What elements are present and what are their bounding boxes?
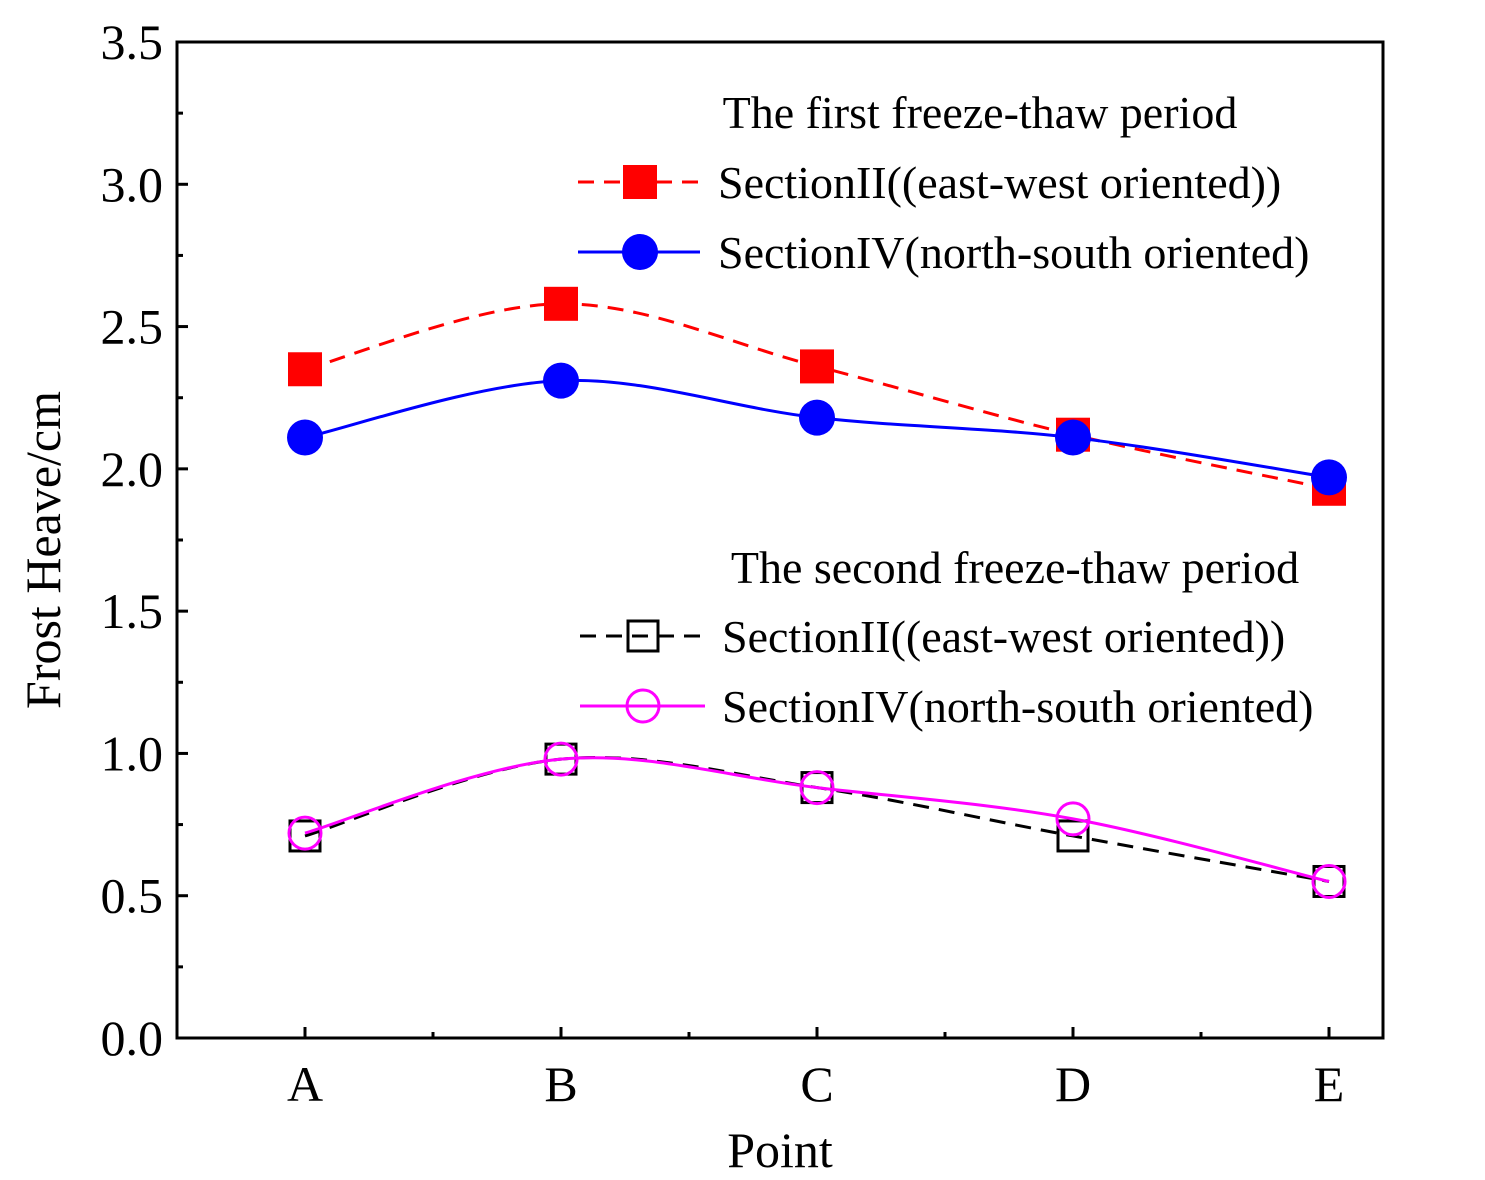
y-tick-label: 2.5: [101, 299, 164, 355]
data-point: [1311, 863, 1347, 899]
x-tick-label: A: [287, 1056, 323, 1112]
legend-label: SectionII((east-west oriented)): [722, 611, 1285, 662]
y-tick-label: 1.0: [101, 725, 164, 781]
series-4: [287, 741, 1347, 899]
data-point: [287, 419, 323, 456]
series-line: [304, 756, 1330, 883]
x-tick-label: D: [1055, 1056, 1091, 1112]
data-point: [1055, 419, 1091, 456]
series-layer: [287, 286, 1347, 899]
y-tick-label: 3.0: [101, 156, 164, 212]
series-2: [287, 362, 1347, 496]
y-tick-label: 0.0: [101, 1010, 164, 1066]
data-point: [287, 815, 323, 851]
legend-label: SectionIV(north-south oriented): [718, 227, 1309, 278]
series-3: [288, 742, 1346, 898]
legend-group-title: The second freeze-thaw period: [731, 542, 1299, 593]
axes-layer: 0.0 0.5 1.0 1.5 2.0 2.5 3.0 3.5 A B C D E: [101, 14, 1345, 1112]
data-point: [799, 399, 835, 436]
legend-label: SectionIV(north-south oriented): [722, 681, 1313, 732]
data-point: [800, 349, 834, 384]
y-axis-title: Frost Heave/cm: [15, 391, 71, 709]
legend-marker: [623, 165, 657, 199]
data-point: [288, 352, 322, 387]
legend-group-1: The first freeze-thaw period SectionII((e…: [578, 87, 1309, 278]
data-point: [799, 770, 835, 806]
x-axis-title: Point: [727, 1122, 833, 1178]
data-point: [1055, 801, 1091, 837]
x-tick-label: B: [544, 1056, 577, 1112]
data-point: [543, 741, 579, 777]
legend-group-2: The second freeze-thaw period SectionII((…: [580, 542, 1313, 732]
data-point: [544, 286, 578, 321]
x-tick-label: E: [1314, 1056, 1345, 1112]
legend-group-title: The first freeze-thaw period: [723, 87, 1238, 138]
legend-marker: [625, 688, 661, 724]
legend-layer: The first freeze-thaw period SectionII((e…: [578, 87, 1313, 732]
legend-label: SectionII((east-west oriented)): [718, 157, 1281, 208]
y-tick-label: 2.0: [101, 441, 164, 497]
data-point: [1056, 819, 1090, 853]
legend-marker: [622, 234, 658, 270]
series-1: [288, 286, 1346, 506]
y-tick-label: 0.5: [101, 868, 164, 924]
legend-marker: [626, 619, 660, 653]
y-tick-label: 3.5: [101, 14, 164, 70]
data-point: [543, 362, 579, 399]
x-tick-label: C: [800, 1056, 833, 1112]
y-tick-label: 1.5: [101, 583, 164, 639]
series-line: [304, 756, 1330, 883]
data-point: [1311, 459, 1347, 496]
